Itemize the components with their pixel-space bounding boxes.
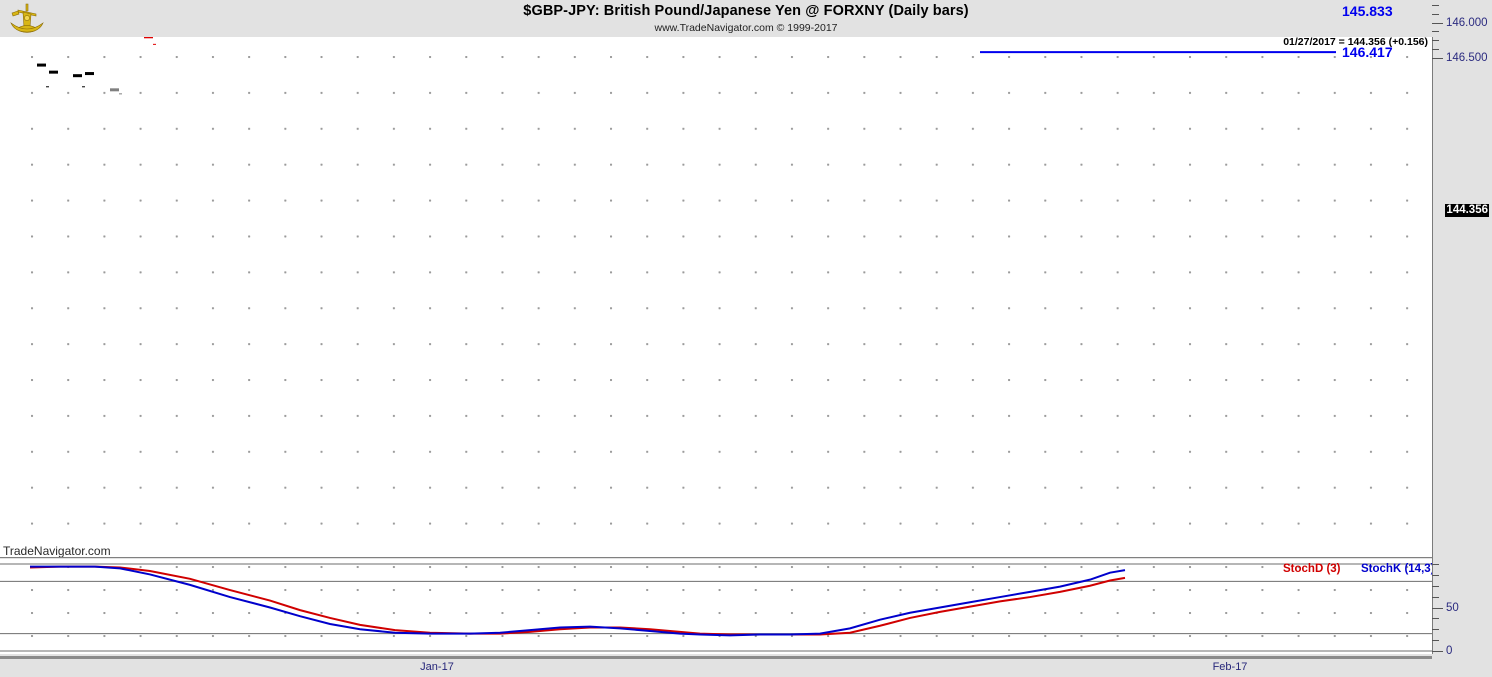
- stoch-axis-minor-tick: [1432, 585, 1439, 587]
- stoch-axis-minor-tick: [1432, 640, 1439, 642]
- price-level-label: 145.833: [1342, 2, 1393, 19]
- stoch-d-curve: [29, 565, 1126, 636]
- date-axis: Jan-17 Feb-17: [0, 656, 1492, 677]
- ohlc-bar: [73, 72, 94, 88]
- price-axis-minor-tick: [1432, 13, 1439, 15]
- stoch-pane-divider: [0, 557, 1432, 558]
- watermark-label: TradeNavigator.com: [3, 544, 111, 558]
- date-axis-label: Feb-17: [1212, 661, 1248, 673]
- stoch-d-legend[interactable]: StochD (3): [1283, 563, 1341, 575]
- quote-readout: 01/27/2017 = 144.356 (+0.156): [1283, 36, 1428, 48]
- price-axis-minor-tick: [1432, 31, 1439, 33]
- price-axis-label: 146.000: [1446, 16, 1488, 29]
- stoch-axis-minor-tick: [1432, 574, 1439, 576]
- price-axis-label: 146.500: [1446, 52, 1488, 64]
- price-axis-tick: [1432, 58, 1443, 59]
- price-axis-minor-tick: [1432, 4, 1439, 6]
- price-series-canvas: [37, 37, 1336, 95]
- stochastic-series-canvas: [0, 563, 1432, 652]
- stoch-axis-minor-tick: [1432, 629, 1439, 631]
- price-axis-tick: [1432, 22, 1443, 24]
- ohlc-bar: [110, 88, 122, 95]
- axis-vertical-rule: [1432, 37, 1433, 654]
- stoch-k-legend[interactable]: StochK (14,3): [1361, 563, 1435, 575]
- stochastic-pane[interactable]: [0, 559, 1432, 654]
- stoch-axis-tick: [1432, 651, 1443, 652]
- stoch-axis-label: 0: [1446, 645, 1453, 657]
- stoch-axis-label: 50: [1446, 601, 1459, 614]
- ohlc-bar: [144, 37, 156, 45]
- ohlc-bar: [37, 63, 58, 88]
- stoch-k-curve: [30, 565, 1126, 637]
- stoch-axis-minor-tick: [1432, 564, 1439, 565]
- price-axis-minor-tick: [1432, 49, 1439, 51]
- stoch-axis-minor-tick: [1432, 618, 1439, 620]
- price-level-label: 146.417: [1342, 44, 1393, 61]
- page-title: $GBP-JPY: British Pound/Japanese Yen @ F…: [523, 3, 969, 19]
- price-chart-pane[interactable]: [0, 37, 1432, 557]
- price-axis[interactable]: 146.500146.000145.500145.000144.500144.0…: [1432, 4, 1492, 657]
- price-axis-minor-tick: [1432, 40, 1439, 42]
- chart-header: $GBP-JPY: British Pound/Japanese Yen @ F…: [0, 0, 1492, 34]
- stoch-axis-minor-tick: [1432, 596, 1439, 598]
- header-subtitle: www.TradeNavigator.com © 1999-2017: [654, 22, 838, 34]
- stoch-axis-tick: [1432, 607, 1443, 609]
- date-axis-label: Jan-17: [420, 661, 454, 673]
- trade-navigator-logo: [6, 1, 48, 37]
- date-axis-rule: [0, 656, 1432, 659]
- last-price-badge: 144.356: [1445, 204, 1489, 217]
